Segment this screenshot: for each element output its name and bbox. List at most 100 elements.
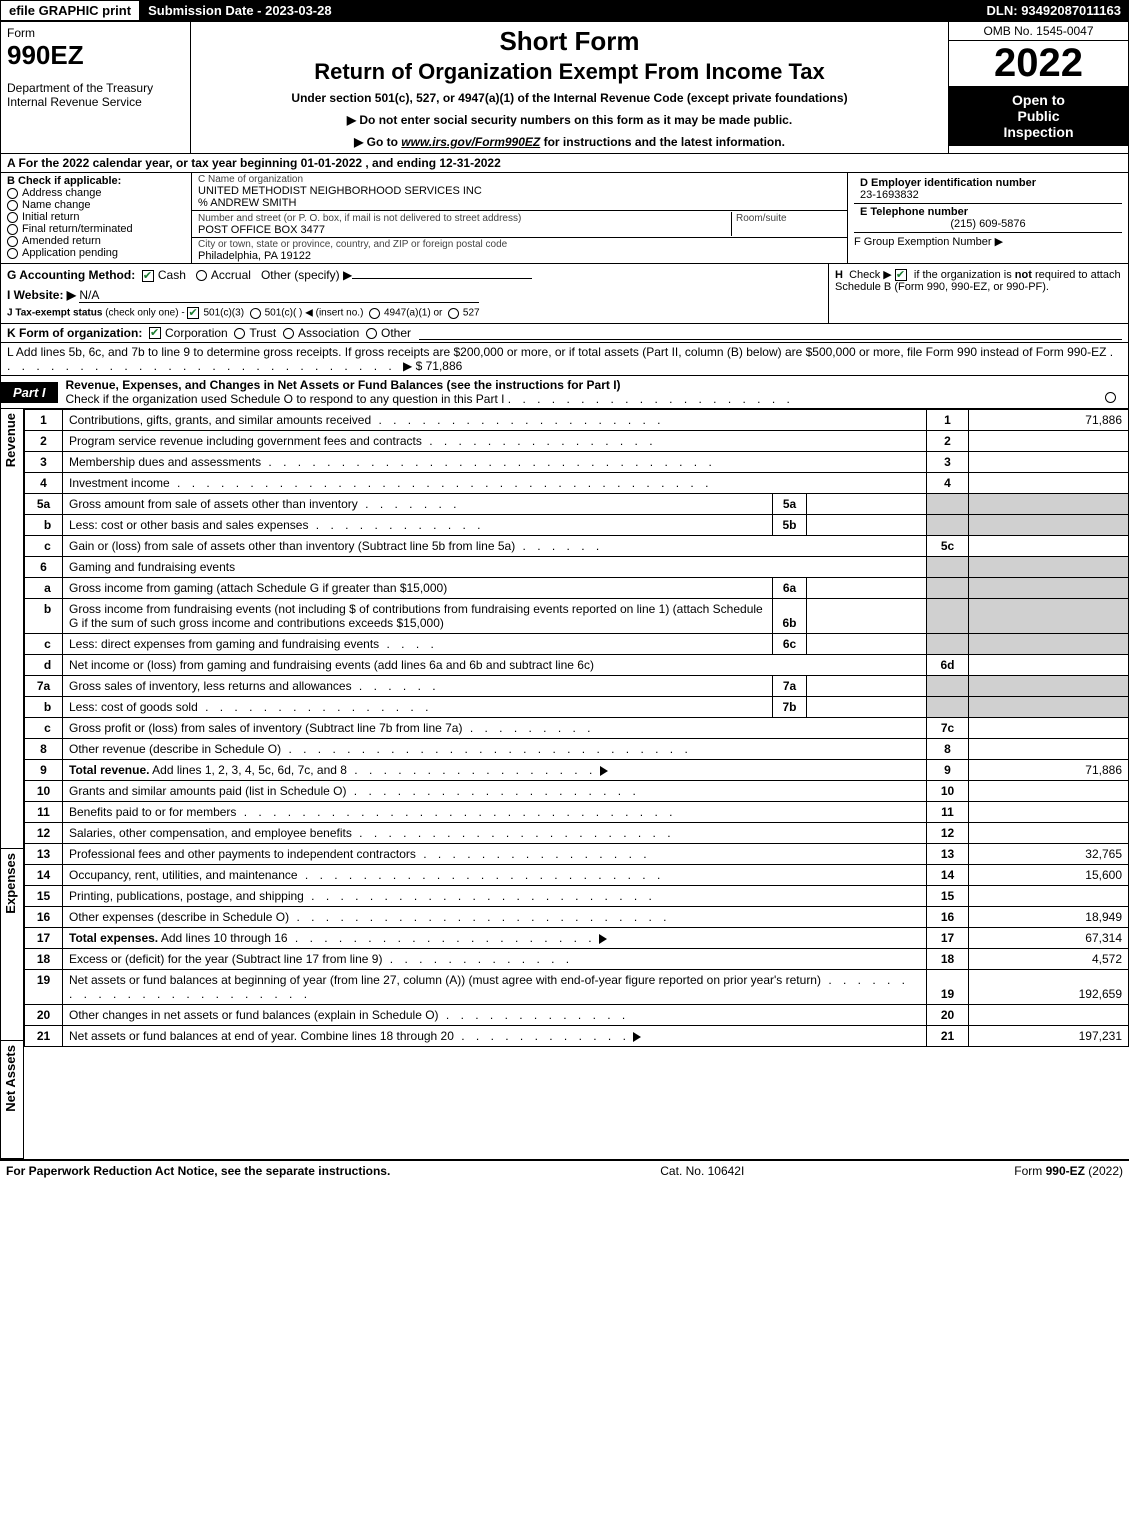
form-of-org-label: K Form of organization: <box>7 326 142 340</box>
part-i-checkline: Check if the organization used Schedule … <box>66 392 505 406</box>
tax-exempt-label: J Tax-exempt status <box>7 308 102 319</box>
page-footer: For Paperwork Reduction Act Notice, see … <box>0 1159 1129 1181</box>
chk-schedule-o-part-i[interactable] <box>1105 392 1116 403</box>
chk-cash[interactable] <box>142 270 154 282</box>
main-title: Return of Organization Exempt From Incom… <box>195 59 944 85</box>
line-8: 8Other revenue (describe in Schedule O) … <box>25 739 1129 760</box>
ein: 23-1693832 <box>860 189 1116 201</box>
line-9: 9Total revenue. Add lines 1, 2, 3, 4, 5c… <box>25 760 1129 781</box>
room-label: Room/suite <box>736 213 787 224</box>
chk-accrual[interactable] <box>196 270 207 281</box>
section-g: G Accounting Method: Cash Accrual Other … <box>1 264 828 323</box>
chk-corporation[interactable] <box>149 327 161 339</box>
line-3: 3Membership dues and assessments . . . .… <box>25 452 1129 473</box>
chk-schedule-b[interactable] <box>895 269 907 281</box>
side-label-expenses: Expenses <box>3 853 18 914</box>
section-h: H Check ▶ if the organization is not req… <box>828 264 1128 323</box>
line-6b: bGross income from fundraising events (n… <box>25 599 1129 634</box>
under-section: Under section 501(c), 527, or 4947(a)(1)… <box>195 91 944 105</box>
arrow-icon <box>599 934 607 944</box>
line-6a: aGross income from gaming (attach Schedu… <box>25 578 1129 599</box>
side-label-netassets: Net Assets <box>3 1045 18 1112</box>
section-c: C Name of organization UNITED METHODIST … <box>191 173 848 263</box>
chk-trust[interactable] <box>234 328 245 339</box>
line-11: 11Benefits paid to or for members . . . … <box>25 802 1129 823</box>
chk-4947[interactable] <box>369 308 380 319</box>
side-label-revenue: Revenue <box>3 413 18 467</box>
ssn-warning: ▶ Do not enter social security numbers o… <box>195 113 944 127</box>
line-15: 15Printing, publications, postage, and s… <box>25 886 1129 907</box>
title-center: Short Form Return of Organization Exempt… <box>191 22 948 153</box>
section-b: B Check if applicable: Address change Na… <box>1 173 191 263</box>
line-5c: cGain or (loss) from sale of assets othe… <box>25 536 1129 557</box>
line-5b: bLess: cost or other basis and sales exp… <box>25 515 1129 536</box>
section-k: K Form of organization: Corporation Trus… <box>0 324 1129 343</box>
telephone: (215) 609-5876 <box>860 218 1116 230</box>
header-bar: efile GRAPHIC print Submission Date - 20… <box>0 0 1129 21</box>
line-7a: 7aGross sales of inventory, less returns… <box>25 676 1129 697</box>
form-word: Form <box>7 26 184 40</box>
section-b-label: B Check if applicable: <box>7 175 121 187</box>
goto-link[interactable]: ▶ Go to www.irs.gov/Form990EZ for instru… <box>195 135 944 149</box>
line-17: 17Total expenses. Add lines 10 through 1… <box>25 928 1129 949</box>
chk-name-change[interactable]: Name change <box>7 199 185 211</box>
website-value: N/A <box>79 288 479 303</box>
line-2: 2Program service revenue including gover… <box>25 431 1129 452</box>
org-name: UNITED METHODIST NEIGHBORHOOD SERVICES I… <box>198 185 841 197</box>
chk-initial-return[interactable]: Initial return <box>7 211 185 223</box>
omb-number: OMB No. 1545-0047 <box>949 22 1128 41</box>
chk-527[interactable] <box>448 308 459 319</box>
org-name-label: C Name of organization <box>198 174 841 185</box>
tel-label: E Telephone number <box>860 206 968 218</box>
arrow-icon <box>600 766 608 776</box>
line-6: 6Gaming and fundraising events <box>25 557 1129 578</box>
chk-address-change[interactable]: Address change <box>7 187 185 199</box>
street: POST OFFICE BOX 3477 <box>198 224 731 236</box>
line-1: 1Contributions, gifts, grants, and simil… <box>25 410 1129 431</box>
line-20: 20Other changes in net assets or fund ba… <box>25 1005 1129 1026</box>
part-i-header: Part I Revenue, Expenses, and Changes in… <box>0 376 1129 409</box>
line-16: 16Other expenses (describe in Schedule O… <box>25 907 1129 928</box>
arrow-icon <box>633 1032 641 1042</box>
group-exemption-label: F Group Exemption Number ▶ <box>854 236 1003 248</box>
bcd-block: B Check if applicable: Address change Na… <box>0 173 1129 264</box>
short-form-title: Short Form <box>195 26 944 57</box>
line-5a: 5aGross amount from sale of assets other… <box>25 494 1129 515</box>
line-18: 18Excess or (deficit) for the year (Subt… <box>25 949 1129 970</box>
care-of: % ANDREW SMITH <box>198 197 841 209</box>
open-public-badge: Open toPublicInspection <box>949 86 1128 146</box>
line-7b: bLess: cost of goods sold . . . . . . . … <box>25 697 1129 718</box>
line-13: 13Professional fees and other payments t… <box>25 844 1129 865</box>
section-l: L Add lines 5b, 6c, and 7b to line 9 to … <box>0 343 1129 376</box>
chk-501c[interactable] <box>250 308 261 319</box>
ein-label: D Employer identification number <box>860 177 1036 189</box>
line-4: 4Investment income . . . . . . . . . . .… <box>25 473 1129 494</box>
chk-application-pending[interactable]: Application pending <box>7 247 185 259</box>
chk-501c3[interactable] <box>187 307 199 319</box>
section-l-text: L Add lines 5b, 6c, and 7b to line 9 to … <box>7 345 1106 359</box>
gh-row: G Accounting Method: Cash Accrual Other … <box>0 264 1129 324</box>
part-i-tag: Part I <box>1 382 58 403</box>
line-19: 19Net assets or fund balances at beginni… <box>25 970 1129 1005</box>
lines-table: 1Contributions, gifts, grants, and simil… <box>24 409 1129 1047</box>
submission-date: Submission Date - 2023-03-28 <box>140 0 340 21</box>
street-label: Number and street (or P. O. box, if mail… <box>198 213 521 224</box>
chk-amended-return[interactable]: Amended return <box>7 235 185 247</box>
gross-receipts-amount: $ 71,886 <box>416 359 463 373</box>
footer-left: For Paperwork Reduction Act Notice, see … <box>6 1164 390 1178</box>
line-6d: dNet income or (loss) from gaming and fu… <box>25 655 1129 676</box>
form-number: 990EZ <box>7 40 184 71</box>
section-a: A For the 2022 calendar year, or tax yea… <box>0 154 1129 173</box>
footer-mid: Cat. No. 10642I <box>660 1164 744 1178</box>
part-i-title: Revenue, Expenses, and Changes in Net As… <box>58 376 1128 408</box>
website-label: I Website: ▶ <box>7 288 76 302</box>
chk-final-return[interactable]: Final return/terminated <box>7 223 185 235</box>
line-7c: cGross profit or (loss) from sales of in… <box>25 718 1129 739</box>
line-21: 21Net assets or fund balances at end of … <box>25 1026 1129 1047</box>
chk-other-org[interactable] <box>366 328 377 339</box>
title-block: Form 990EZ Department of the Treasury In… <box>0 21 1129 154</box>
line-6c: cLess: direct expenses from gaming and f… <box>25 634 1129 655</box>
accounting-method-label: G Accounting Method: <box>7 268 135 282</box>
chk-association[interactable] <box>283 328 294 339</box>
tax-year: 2022 <box>949 41 1128 86</box>
